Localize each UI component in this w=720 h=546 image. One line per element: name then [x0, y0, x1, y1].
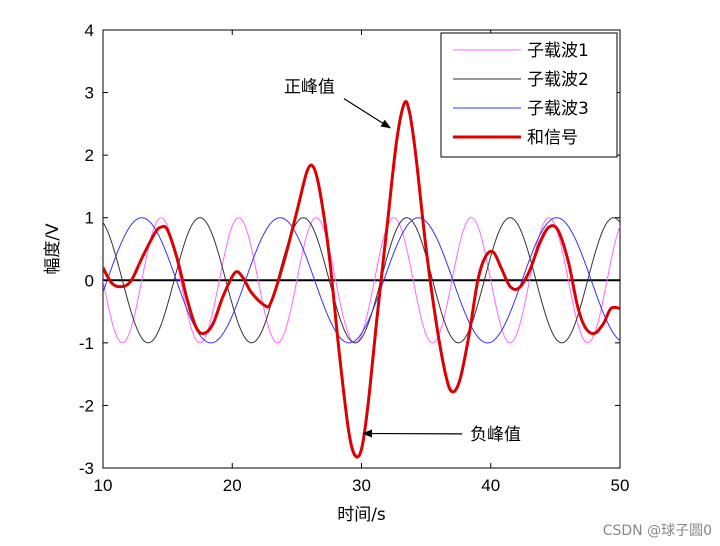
- legend-entry: 子载波2: [527, 70, 589, 90]
- y-tick-label: -2: [79, 396, 94, 415]
- y-tick-label: 4: [85, 21, 94, 40]
- series-line-3: [103, 217, 620, 344]
- annotation-arrow: [343, 98, 391, 129]
- annotation-label: 正峰值: [284, 78, 335, 98]
- legend-entry: 子载波1: [527, 41, 589, 61]
- annotation-label: 负峰值: [470, 425, 521, 445]
- series-layer: [103, 100, 620, 459]
- y-axis-label: 幅度/V: [43, 223, 63, 275]
- y-tick-label: 3: [85, 84, 94, 103]
- x-tick-label: 40: [481, 476, 500, 495]
- y-tick-label: 2: [85, 146, 94, 165]
- watermark: CSDN @球子圆0: [602, 523, 712, 539]
- x-tick-label: 50: [611, 476, 630, 495]
- ticks-layer: 10 20 30 40 50 -3 -2 -1 0 1 2 3 4: [79, 21, 630, 495]
- legend-entry: 和信号: [527, 128, 578, 148]
- y-tick-label: 1: [85, 209, 94, 228]
- y-tick-label: -3: [79, 459, 94, 478]
- y-tick-label: -1: [79, 334, 94, 353]
- x-tick-label: 10: [94, 476, 113, 495]
- legend-entry: 子载波3: [527, 99, 589, 119]
- legend: 子载波1 子载波2 子载波3 和信号: [440, 32, 618, 158]
- x-axis-label: 时间/s: [337, 505, 386, 525]
- x-tick-label: 30: [352, 476, 371, 495]
- series-line-2: [103, 217, 620, 344]
- y-tick-label: 0: [85, 271, 94, 290]
- series-line-sum: [103, 100, 620, 459]
- x-tick-label: 20: [223, 476, 242, 495]
